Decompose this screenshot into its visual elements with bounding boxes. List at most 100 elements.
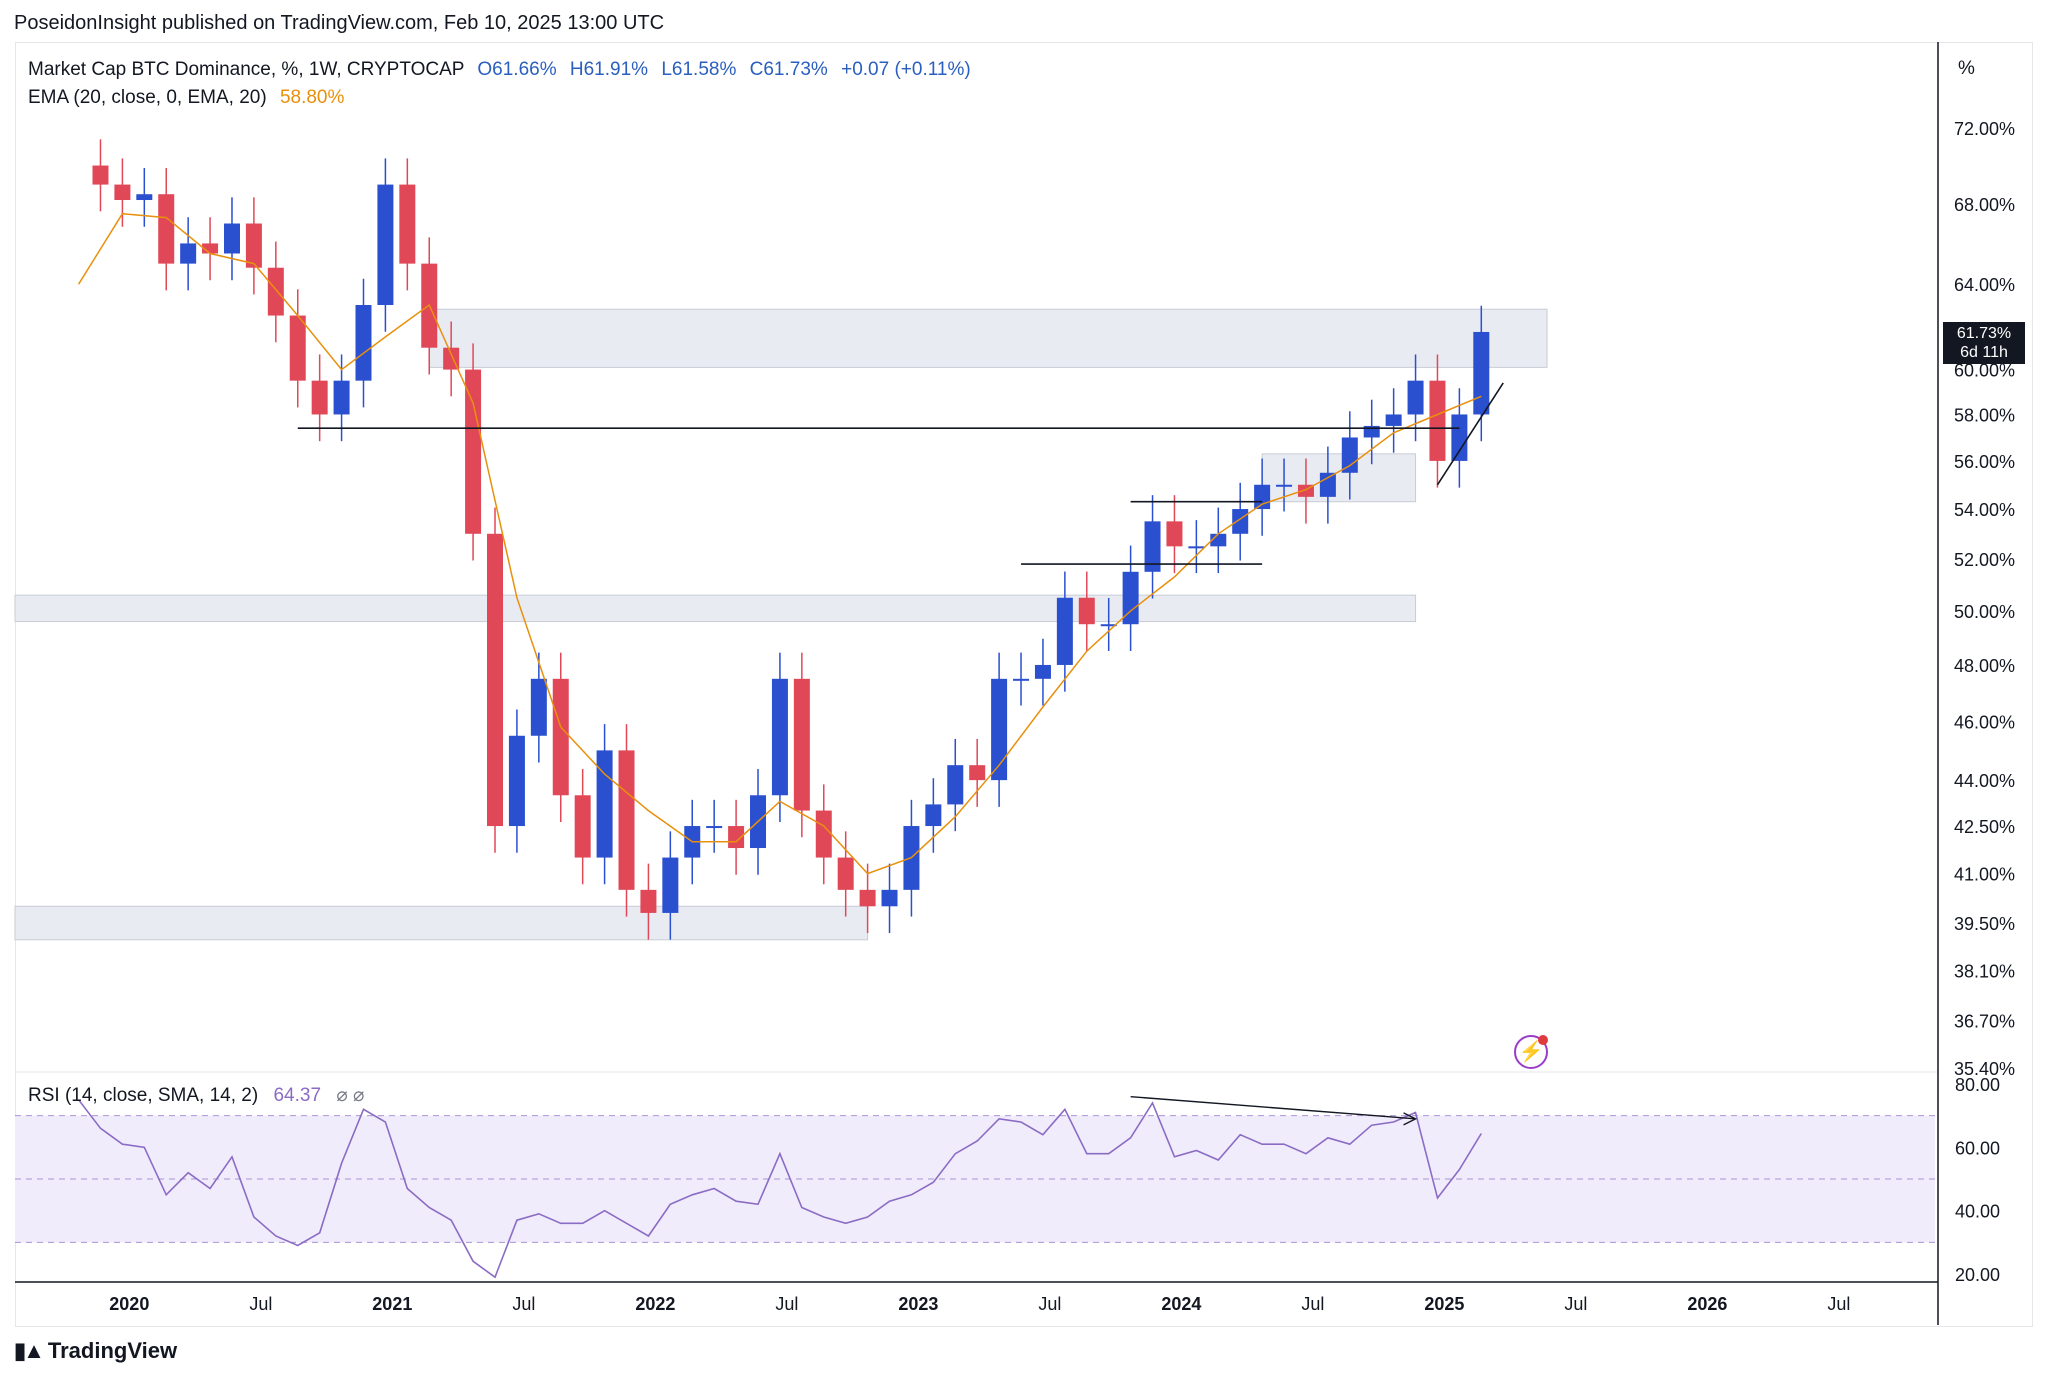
candle-body bbox=[1232, 509, 1249, 534]
sr-zone-1 bbox=[14, 594, 1417, 623]
candle-body bbox=[1034, 664, 1051, 679]
candle-body bbox=[771, 678, 788, 796]
candle-body bbox=[815, 810, 832, 858]
candle-body bbox=[267, 267, 284, 316]
rsi-tick-label: 40.00 bbox=[1955, 1202, 2000, 1222]
candle-body bbox=[859, 889, 876, 907]
candle-body bbox=[223, 223, 240, 254]
candle-body bbox=[399, 184, 416, 264]
candle-body bbox=[1385, 414, 1402, 426]
candle-body bbox=[574, 795, 591, 858]
price-tick-label: 68.00% bbox=[1954, 195, 2015, 215]
chart-frame bbox=[15, 42, 2033, 1327]
candle-body bbox=[1319, 472, 1336, 497]
rsi-legend: RSI (14, close, SMA, 14, 2) 64.37 ⌀ ⌀ bbox=[28, 1084, 364, 1107]
candle-body bbox=[333, 380, 350, 415]
candle-body bbox=[1188, 546, 1205, 549]
candle-body bbox=[465, 369, 482, 534]
price-tick-label: 46.00% bbox=[1954, 712, 2015, 732]
candle-body bbox=[1429, 380, 1446, 461]
price-tick-label: 50.00% bbox=[1954, 602, 2015, 622]
time-tick-label: Jul bbox=[512, 1294, 535, 1314]
time-tick-label: Jul bbox=[1301, 1294, 1324, 1314]
candle-body bbox=[991, 678, 1008, 781]
time-tick-label: Jul bbox=[1564, 1294, 1587, 1314]
candle-body bbox=[618, 750, 635, 890]
price-tick-label: 48.00% bbox=[1954, 656, 2015, 676]
sr-zone-3 bbox=[1261, 453, 1417, 503]
candle-body bbox=[728, 826, 745, 849]
arrow-head bbox=[1403, 1112, 1418, 1126]
candle-body bbox=[662, 857, 679, 913]
publish-line: PoseidonInsight published on TradingView… bbox=[14, 12, 665, 34]
price-badge: 61.73% 6d 11h bbox=[1943, 322, 2025, 364]
candle-body bbox=[1144, 521, 1161, 572]
candle-body bbox=[640, 889, 657, 913]
divergence-arrow bbox=[1130, 1095, 1416, 1120]
price-tick-label: 35.40% bbox=[1954, 1059, 2015, 1079]
candle-body bbox=[180, 243, 197, 264]
trendline-rising bbox=[1436, 382, 1504, 486]
rsi-line bbox=[77, 1099, 1482, 1279]
candle-body bbox=[92, 165, 109, 185]
tradingview-brand[interactable]: ▮▲ TradingView bbox=[14, 1338, 177, 1364]
candle-body bbox=[355, 305, 372, 381]
candle-body bbox=[947, 765, 964, 805]
time-tick-label: Jul bbox=[1827, 1294, 1850, 1314]
candle-body bbox=[508, 735, 525, 827]
time-tick-label: 2023 bbox=[898, 1294, 938, 1314]
price-tick-label: 54.00% bbox=[1954, 500, 2015, 520]
time-tick-label: 2021 bbox=[372, 1294, 412, 1314]
candle-body bbox=[1341, 437, 1358, 473]
candle-body bbox=[1363, 425, 1380, 438]
rsi-label[interactable]: RSI (14, close, SMA, 14, 2) bbox=[28, 1085, 259, 1106]
visibility-icons[interactable]: ⌀ ⌀ bbox=[336, 1085, 365, 1106]
notification-dot bbox=[1538, 1035, 1548, 1045]
candle-body bbox=[793, 678, 810, 811]
price-tick-label: 42.50% bbox=[1954, 817, 2015, 837]
candle-body bbox=[1078, 597, 1095, 625]
candle-body bbox=[136, 194, 153, 201]
tradingview-logo-icon: ▮▲ bbox=[14, 1338, 45, 1363]
candle-body bbox=[969, 765, 986, 781]
price-badge-countdown: 6d 11h bbox=[1960, 344, 2008, 361]
time-tick-label: 2026 bbox=[1687, 1294, 1727, 1314]
candle-body bbox=[706, 826, 723, 829]
sr-zone-0 bbox=[428, 308, 1548, 368]
price-tick-label: 41.00% bbox=[1954, 865, 2015, 885]
candle-body bbox=[114, 184, 131, 201]
candle-body bbox=[1276, 484, 1293, 487]
candle-body bbox=[158, 194, 175, 264]
brand-name: TradingView bbox=[47, 1338, 178, 1363]
price-tick-label: 58.00% bbox=[1954, 405, 2015, 425]
candle-body bbox=[925, 804, 942, 827]
candle-body bbox=[1254, 484, 1271, 510]
candle-body bbox=[377, 184, 394, 306]
price-badge-value: 61.73% bbox=[1956, 325, 2012, 342]
price-tick-label: 44.00% bbox=[1954, 771, 2015, 791]
price-tick-label: 39.50% bbox=[1954, 914, 2015, 934]
candle-body bbox=[1056, 597, 1073, 665]
price-tick-label: 64.00% bbox=[1954, 275, 2015, 295]
lightning-icon[interactable]: ⚡ bbox=[1514, 1035, 1548, 1069]
candle-body bbox=[289, 315, 306, 381]
scale-mode-label[interactable]: % bbox=[1958, 58, 1975, 79]
candle-body bbox=[1122, 571, 1139, 625]
ema-line bbox=[77, 212, 1482, 875]
candle-body bbox=[487, 533, 503, 827]
price-tick-label: 72.00% bbox=[1954, 119, 2015, 139]
time-tick-label: 2024 bbox=[1161, 1294, 1201, 1314]
price-tick-label: 36.70% bbox=[1954, 1011, 2015, 1031]
sr-zone-2 bbox=[14, 905, 869, 941]
candle-body bbox=[596, 750, 613, 858]
candle-body bbox=[1013, 678, 1030, 681]
candle-body bbox=[837, 857, 854, 890]
candle-body bbox=[881, 889, 898, 907]
time-tick-label: 2020 bbox=[109, 1294, 149, 1314]
rsi-tick-label: 60.00 bbox=[1955, 1138, 2000, 1158]
time-tick-label: Jul bbox=[775, 1294, 798, 1314]
price-tick-label: 38.10% bbox=[1954, 962, 2015, 982]
candle-body bbox=[311, 380, 328, 415]
rsi-value: 64.37 bbox=[273, 1085, 322, 1106]
